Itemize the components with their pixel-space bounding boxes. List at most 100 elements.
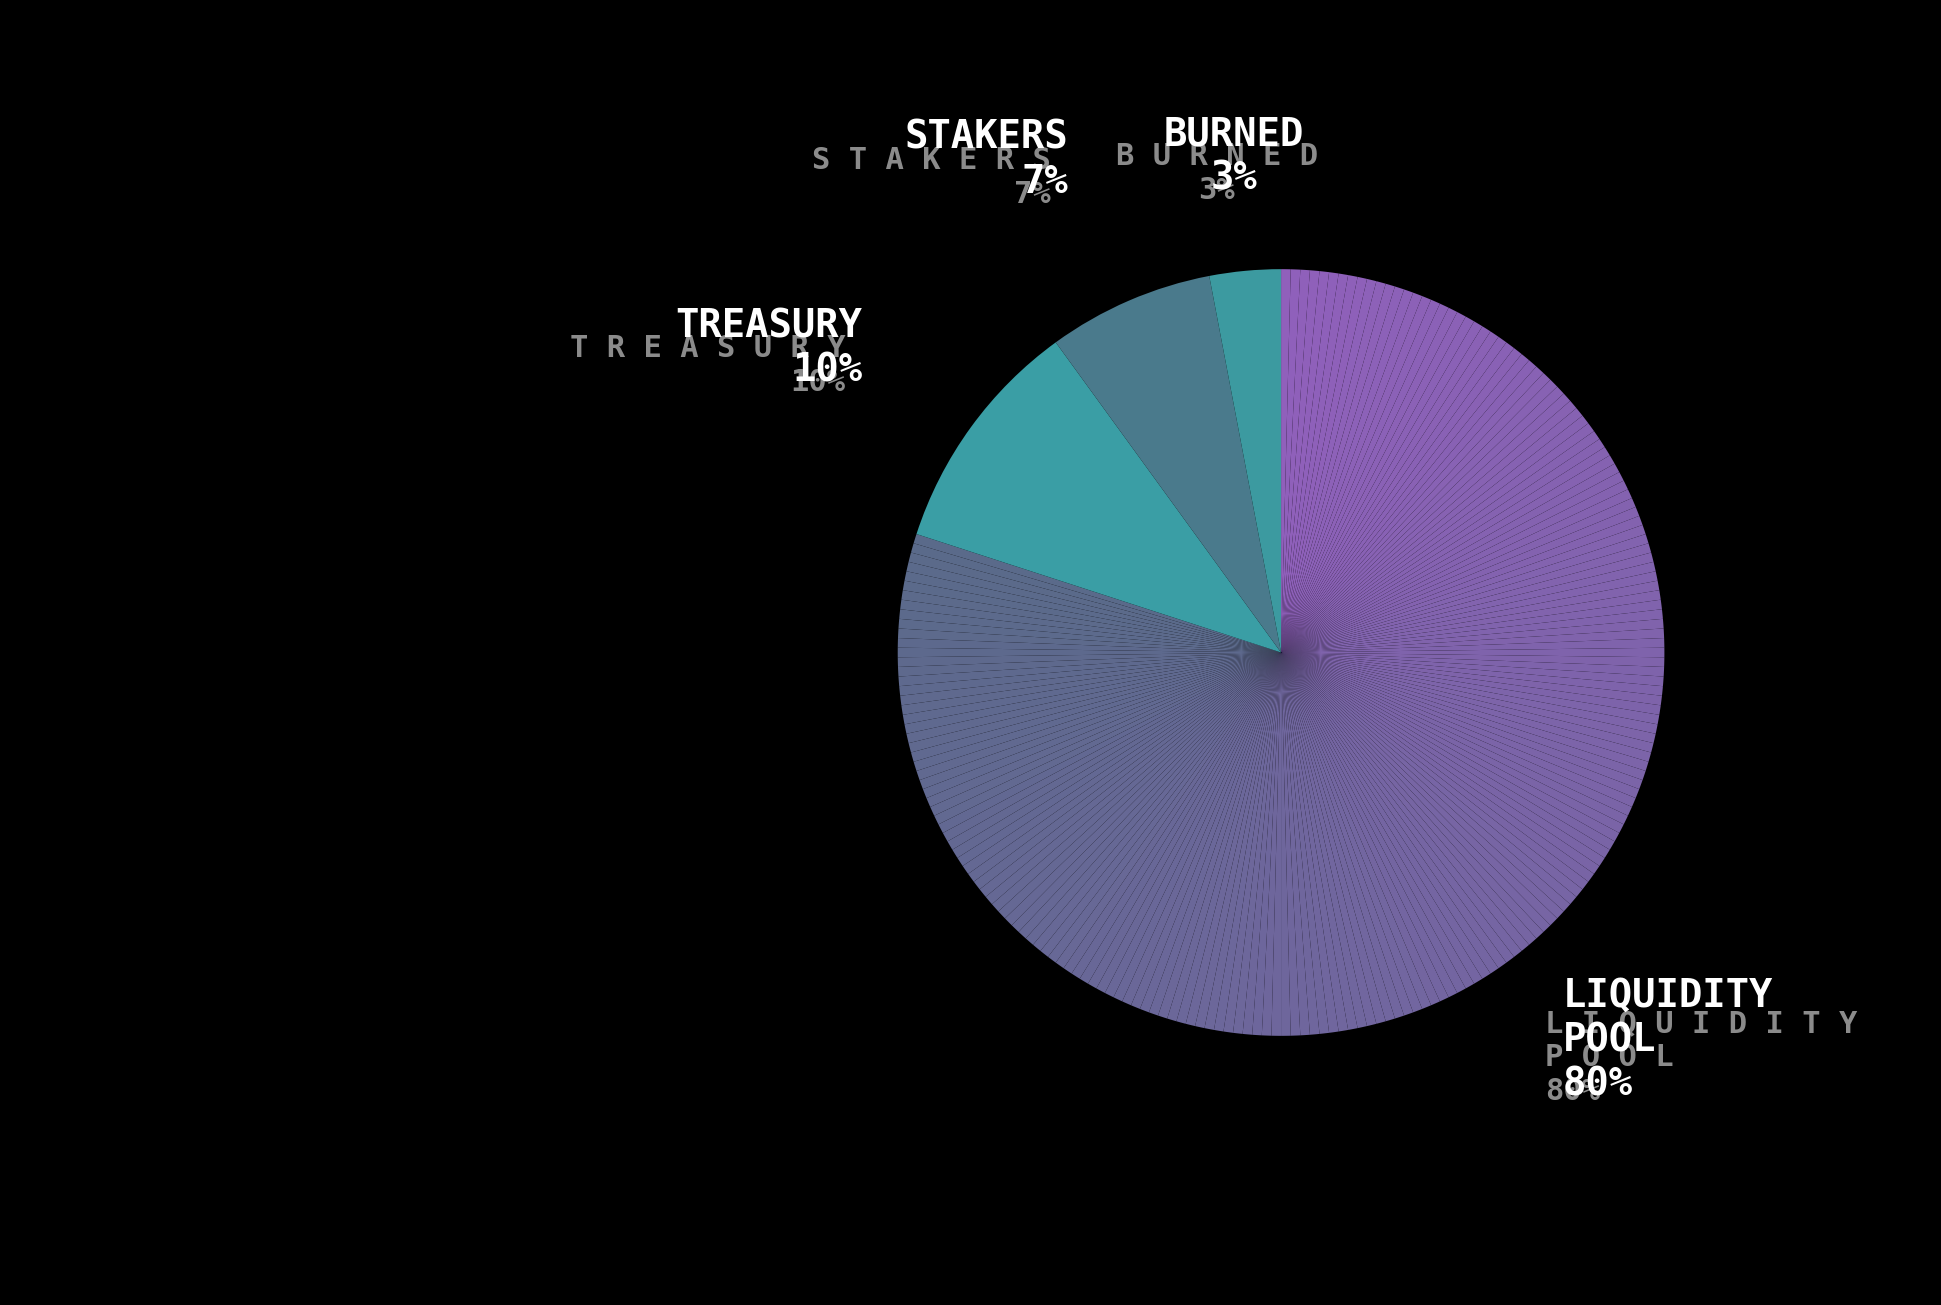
Wedge shape — [1281, 652, 1458, 997]
Wedge shape — [1281, 652, 1619, 842]
Wedge shape — [1281, 652, 1663, 667]
Wedge shape — [1019, 652, 1281, 938]
Wedge shape — [1281, 652, 1491, 979]
Wedge shape — [1281, 652, 1330, 1034]
Wedge shape — [1281, 480, 1628, 652]
Wedge shape — [1056, 275, 1281, 652]
Wedge shape — [980, 652, 1281, 897]
Wedge shape — [1281, 652, 1609, 857]
Wedge shape — [1281, 652, 1357, 1030]
Wedge shape — [1281, 296, 1431, 652]
Wedge shape — [1056, 652, 1281, 968]
Wedge shape — [1281, 348, 1522, 652]
Wedge shape — [1281, 581, 1660, 652]
Wedge shape — [908, 552, 1281, 652]
Wedge shape — [1281, 431, 1599, 652]
Wedge shape — [1281, 489, 1632, 652]
Wedge shape — [1281, 652, 1663, 676]
Wedge shape — [1281, 652, 1625, 833]
Wedge shape — [1281, 321, 1483, 652]
Wedge shape — [1033, 652, 1281, 951]
Wedge shape — [1079, 652, 1281, 984]
Wedge shape — [899, 638, 1281, 652]
Wedge shape — [1281, 283, 1396, 652]
Wedge shape — [947, 652, 1281, 850]
Wedge shape — [1040, 652, 1281, 957]
Text: STAKERS
7%: STAKERS 7% — [905, 119, 1068, 201]
Wedge shape — [963, 652, 1281, 874]
Wedge shape — [1281, 380, 1557, 652]
Wedge shape — [1005, 652, 1281, 925]
Wedge shape — [1281, 652, 1366, 1028]
Wedge shape — [1262, 652, 1281, 1036]
Wedge shape — [1233, 652, 1281, 1034]
Wedge shape — [1011, 652, 1281, 932]
Wedge shape — [934, 652, 1281, 825]
Wedge shape — [1281, 312, 1465, 652]
Wedge shape — [1281, 281, 1386, 652]
Wedge shape — [1281, 652, 1656, 743]
Wedge shape — [1281, 534, 1648, 652]
Wedge shape — [1281, 652, 1386, 1024]
Wedge shape — [1281, 354, 1530, 652]
Wedge shape — [1281, 652, 1473, 988]
Wedge shape — [1281, 506, 1640, 652]
Wedge shape — [969, 652, 1281, 882]
Wedge shape — [1281, 277, 1366, 652]
Wedge shape — [1281, 652, 1658, 733]
Wedge shape — [1281, 652, 1642, 790]
Wedge shape — [1281, 273, 1339, 652]
Wedge shape — [1089, 652, 1281, 988]
Wedge shape — [1281, 401, 1576, 652]
Wedge shape — [1281, 652, 1506, 968]
Wedge shape — [903, 652, 1281, 724]
Wedge shape — [1281, 652, 1636, 806]
Wedge shape — [1281, 590, 1661, 652]
Wedge shape — [1281, 652, 1440, 1005]
Wedge shape — [903, 581, 1281, 652]
Wedge shape — [1281, 652, 1661, 705]
Wedge shape — [1281, 652, 1320, 1035]
Wedge shape — [1281, 652, 1646, 780]
Wedge shape — [1167, 652, 1281, 1022]
Text: B U R N E D
3%: B U R N E D 3% — [1116, 142, 1318, 205]
Wedge shape — [957, 652, 1281, 867]
Wedge shape — [905, 652, 1281, 733]
Wedge shape — [1281, 331, 1498, 652]
Wedge shape — [1281, 290, 1413, 652]
Wedge shape — [916, 652, 1281, 780]
Wedge shape — [1281, 647, 1663, 658]
Wedge shape — [986, 652, 1281, 904]
Wedge shape — [1281, 652, 1448, 1001]
Wedge shape — [1281, 652, 1557, 925]
Wedge shape — [1281, 448, 1609, 652]
Wedge shape — [1281, 269, 1291, 652]
Wedge shape — [1281, 652, 1423, 1013]
Wedge shape — [1213, 652, 1281, 1031]
Wedge shape — [1281, 543, 1652, 652]
Wedge shape — [1281, 287, 1403, 652]
Wedge shape — [1281, 337, 1506, 652]
Wedge shape — [899, 652, 1281, 667]
Wedge shape — [1281, 269, 1300, 652]
Wedge shape — [1281, 652, 1530, 951]
Wedge shape — [1281, 292, 1423, 652]
Wedge shape — [1281, 270, 1320, 652]
Wedge shape — [901, 652, 1281, 715]
Wedge shape — [899, 629, 1281, 652]
Wedge shape — [914, 534, 1281, 652]
Wedge shape — [1176, 652, 1281, 1024]
Wedge shape — [1281, 552, 1654, 652]
Wedge shape — [1196, 652, 1281, 1028]
Wedge shape — [916, 342, 1281, 652]
Wedge shape — [1242, 652, 1281, 1035]
Wedge shape — [974, 652, 1281, 889]
Wedge shape — [1271, 652, 1281, 1036]
Wedge shape — [1114, 652, 1281, 1001]
Wedge shape — [1281, 638, 1663, 652]
Wedge shape — [1281, 499, 1636, 652]
Wedge shape — [1281, 463, 1619, 652]
Wedge shape — [1281, 304, 1448, 652]
Wedge shape — [899, 647, 1281, 658]
Wedge shape — [1205, 652, 1281, 1030]
